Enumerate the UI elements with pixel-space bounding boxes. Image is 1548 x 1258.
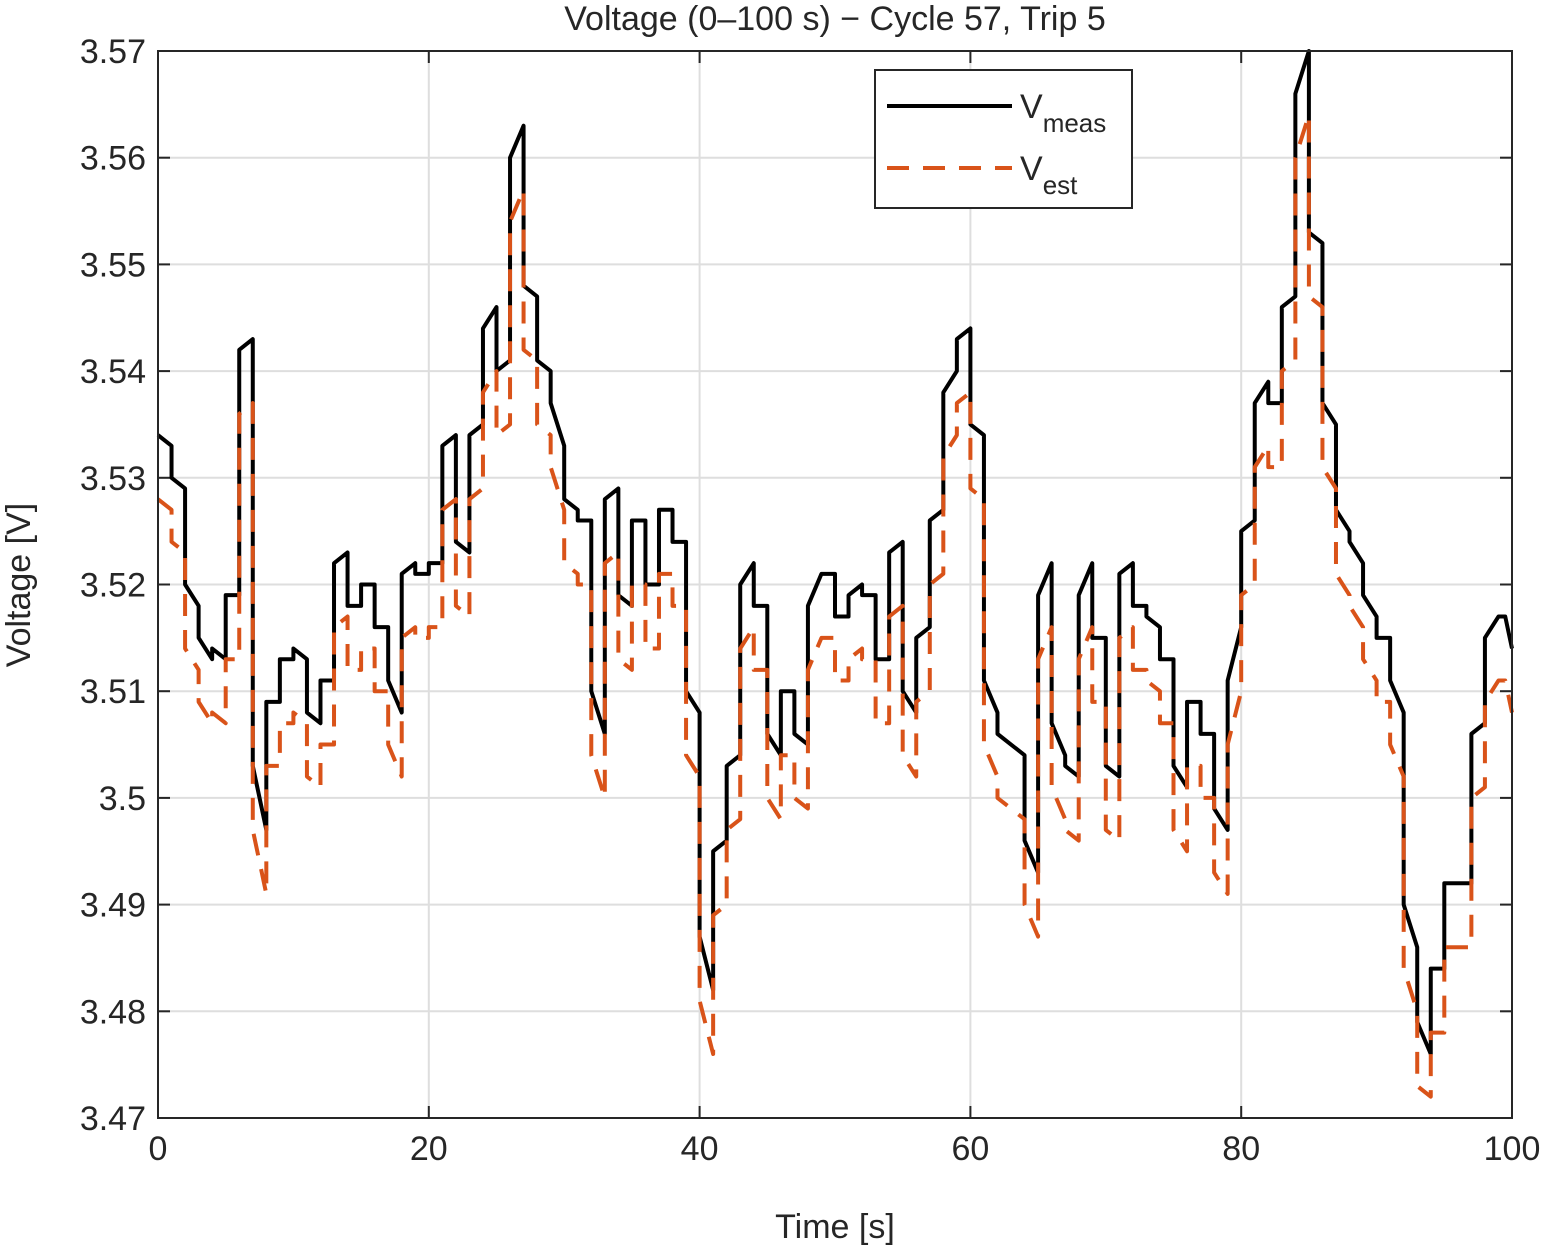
x-tick-label: 100 xyxy=(1484,1130,1541,1168)
plot-lines xyxy=(156,49,1514,1099)
legend-name: V xyxy=(1020,88,1043,126)
x-tick-label: 20 xyxy=(410,1130,448,1168)
legend-label: Vest xyxy=(1020,150,1078,200)
legend-box xyxy=(874,69,1133,209)
y-tick-label: 3.56 xyxy=(80,140,146,178)
x-tick-label: 80 xyxy=(1222,1130,1260,1168)
y-tick-label: 3.54 xyxy=(80,353,146,391)
legend-subscript: est xyxy=(1043,170,1078,200)
x-tick-label: 60 xyxy=(951,1130,989,1168)
y-tick-label: 3.57 xyxy=(80,33,146,71)
axes-box xyxy=(157,50,1513,1119)
x-tick-label: 40 xyxy=(681,1130,719,1168)
series-line xyxy=(156,113,1514,1099)
y-tick-label: 3.51 xyxy=(80,673,146,711)
y-axis-label: Voltage [V] xyxy=(0,503,38,667)
y-tick-label: 3.55 xyxy=(80,246,146,284)
y-tick-label: 3.53 xyxy=(80,460,146,498)
legend-name: V xyxy=(1020,150,1043,188)
y-tick-label: 3.49 xyxy=(80,887,146,925)
y-tick-label: 3.48 xyxy=(80,993,146,1031)
legend-subscript: meas xyxy=(1043,108,1107,138)
y-tick-label: 3.5 xyxy=(99,780,146,818)
x-tick-label: 0 xyxy=(149,1130,168,1168)
chart-title: Voltage (0–100 s) − Cycle 57, Trip 5 xyxy=(564,0,1105,38)
y-tick-label: 3.52 xyxy=(80,567,146,605)
x-axis-label: Time [s] xyxy=(775,1208,895,1246)
legend-label: Vmeas xyxy=(1020,88,1106,138)
y-tick-label: 3.47 xyxy=(80,1100,146,1138)
